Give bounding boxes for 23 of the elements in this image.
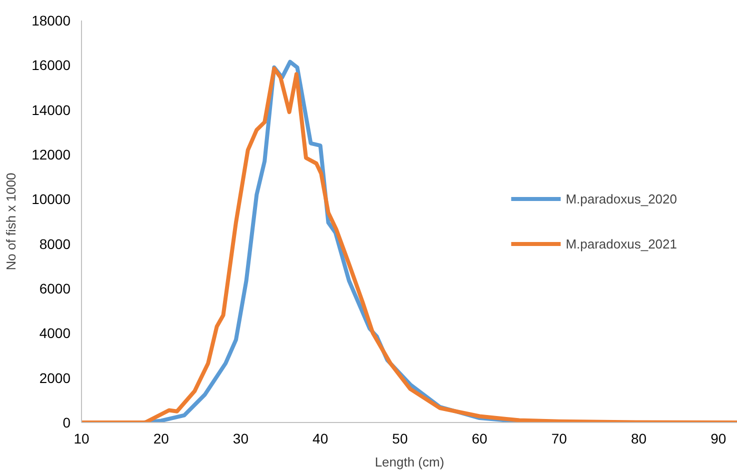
x-tick-label: 90 — [710, 430, 726, 446]
x-tick-label: 10 — [74, 430, 90, 446]
x-tick-label: 80 — [630, 430, 647, 446]
y-tick-label: 2000 — [39, 370, 71, 386]
y-tick-label: 18000 — [32, 12, 71, 28]
y-tick-label: 4000 — [39, 325, 71, 342]
y-tick-label: 0 — [62, 414, 71, 430]
x-tick-label: 50 — [392, 430, 408, 446]
x-tick-label: 40 — [312, 430, 328, 446]
legend-label: M.paradoxus_2020 — [566, 191, 677, 206]
x-tick-label: 30 — [232, 430, 249, 446]
x-axis-title: Length (cm) — [374, 454, 444, 470]
y-tick-label: 16000 — [32, 57, 71, 74]
y-tick-label: 6000 — [39, 280, 71, 296]
y-axis-title: No of fish x 1000 — [4, 172, 19, 270]
y-tick-label: 12000 — [32, 146, 71, 162]
x-tick-label: 70 — [551, 430, 568, 446]
y-tick-label: 10000 — [32, 191, 71, 208]
x-tick-label: 20 — [153, 430, 170, 446]
y-tick-label: 14000 — [32, 102, 71, 118]
y-tick-label: 8000 — [39, 236, 71, 252]
legend-label: M.paradoxus_2021 — [566, 236, 677, 251]
x-tick-label: 60 — [472, 430, 488, 446]
